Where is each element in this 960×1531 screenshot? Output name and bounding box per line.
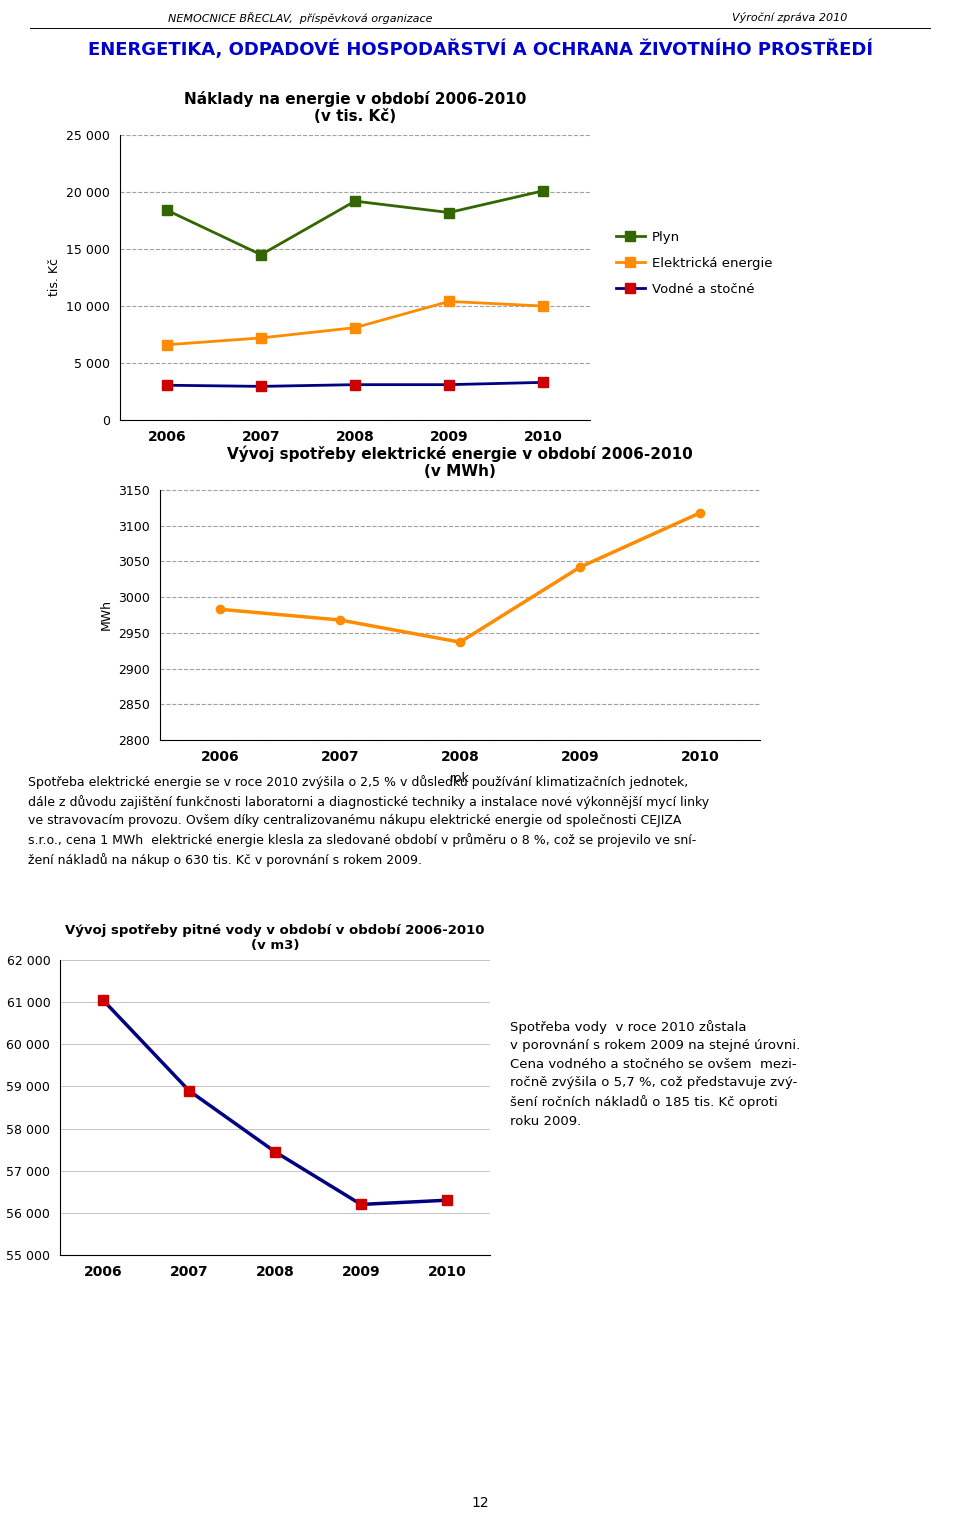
Text: 12: 12 [471, 1496, 489, 1510]
Y-axis label: MWh: MWh [100, 600, 113, 631]
Elektrická energie [255, 329, 267, 348]
Vodné a stočné [444, 375, 455, 393]
Line: Plyn: Plyn [162, 185, 548, 260]
Text: Spotřeba vody  v roce 2010 zůstala
v porovnání s rokem 2009 na stejné úrovni.
Ce: Spotřeba vody v roce 2010 zůstala v poro… [510, 1020, 801, 1128]
Vodné a stočné [538, 374, 549, 392]
Text: ENERGETIKA, ODPADOVÉ HOSPODAŘSTVÍ A OCHRANA ŽIVOTNÍHO PROSTŘEDÍ: ENERGETIKA, ODPADOVÉ HOSPODAŘSTVÍ A OCHR… [87, 40, 873, 60]
Plyn [538, 182, 549, 201]
Plyn [349, 191, 361, 210]
Text: Spotřeba elektrické energie se v roce 2010 zvýšila o 2,5 % v důsledku používání : Spotřeba elektrické energie se v roce 20… [28, 775, 709, 868]
Elektrická energie [444, 292, 455, 311]
X-axis label: rok: rok [450, 772, 469, 785]
Vodné a stočné [161, 377, 173, 395]
Legend: Plyn, Elektrická energie, Vodné a stočné: Plyn, Elektrická energie, Vodné a stočné [611, 225, 778, 302]
Line: Elektrická energie: Elektrická energie [162, 297, 548, 349]
Vodné a stočné [349, 375, 361, 393]
Elektrická energie [538, 297, 549, 315]
Elektrická energie [349, 318, 361, 337]
Plyn [161, 201, 173, 219]
Title: Vývoj spotřeby pitné vody v období v období 2006-2010
(v m3): Vývoj spotřeby pitné vody v období v obd… [65, 923, 485, 952]
Title: Náklady na energie v období 2006-2010
(v tis. Kč): Náklady na energie v období 2006-2010 (v… [183, 90, 526, 124]
Y-axis label: tis. Kč: tis. Kč [48, 259, 60, 297]
Elektrická energie [161, 335, 173, 354]
Text: Výroční zpráva 2010: Výroční zpráva 2010 [732, 12, 848, 23]
Vodné a stočné [255, 377, 267, 395]
Plyn [255, 245, 267, 263]
Plyn [444, 204, 455, 222]
Text: NEMOCNICE BŘECLAV,  příspěvková organizace: NEMOCNICE BŘECLAV, příspěvková organizac… [168, 12, 432, 24]
Title: Vývoj spotřeby elektrické energie v období 2006-2010
(v MWh): Vývoj spotřeby elektrické energie v obdo… [228, 446, 693, 479]
Line: Vodné a stočné: Vodné a stočné [162, 378, 548, 392]
